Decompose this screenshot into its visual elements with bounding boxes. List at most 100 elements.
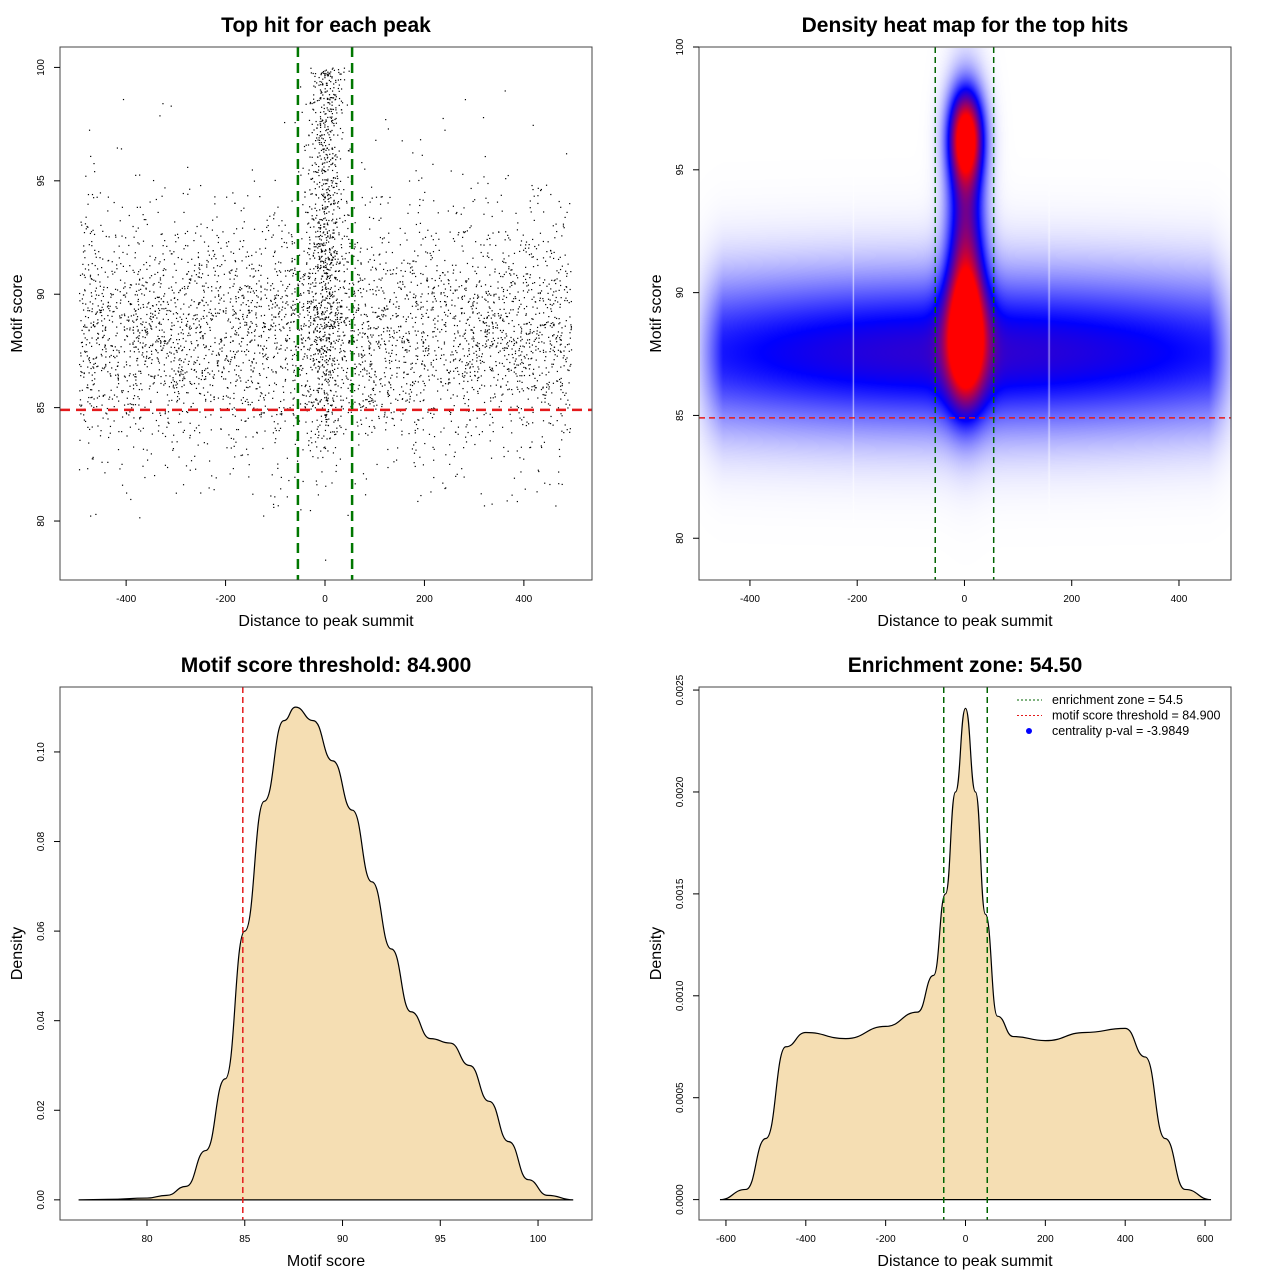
data-point <box>122 265 125 267</box>
data-point <box>243 351 246 353</box>
data-point <box>348 283 351 285</box>
data-point <box>300 174 302 176</box>
data-point <box>249 325 251 328</box>
data-point <box>254 352 256 354</box>
data-point <box>435 244 437 246</box>
data-point <box>78 292 81 295</box>
data-point <box>226 447 228 449</box>
data-point <box>331 182 333 184</box>
data-point <box>229 397 231 399</box>
data-point <box>518 349 520 352</box>
data-point <box>400 288 402 291</box>
data-point <box>114 357 116 359</box>
data-point <box>338 288 340 291</box>
data-point <box>92 324 95 326</box>
data-point <box>274 427 276 429</box>
data-point <box>185 324 187 327</box>
data-point <box>454 367 457 370</box>
data-point <box>325 355 327 357</box>
data-point <box>320 304 322 306</box>
data-point <box>332 327 334 329</box>
data-point <box>260 345 262 347</box>
data-point <box>353 248 355 250</box>
data-point <box>424 350 427 352</box>
data-point <box>353 330 355 332</box>
data-point <box>233 283 235 285</box>
data-point <box>560 413 562 415</box>
data-point <box>135 346 137 348</box>
data-point <box>314 407 317 409</box>
data-point <box>213 396 215 398</box>
data-point <box>233 445 235 447</box>
data-point <box>466 280 468 282</box>
data-point <box>325 189 328 191</box>
data-point <box>321 286 324 288</box>
data-point <box>225 242 228 244</box>
data-point <box>357 281 359 283</box>
data-point <box>560 377 562 380</box>
data-point <box>222 231 224 233</box>
data-point <box>201 285 204 287</box>
data-point <box>314 249 316 252</box>
data-point <box>509 361 511 364</box>
data-point <box>93 383 95 385</box>
data-point <box>323 231 325 233</box>
data-point <box>467 380 469 383</box>
data-point <box>360 409 362 411</box>
data-point <box>558 378 561 381</box>
data-point <box>292 364 294 366</box>
data-point <box>324 334 326 336</box>
data-point <box>277 505 279 507</box>
data-point <box>86 326 88 328</box>
data-point <box>138 370 140 372</box>
data-point <box>245 304 247 306</box>
data-point <box>278 307 280 309</box>
data-point <box>271 415 273 417</box>
data-point <box>526 323 528 325</box>
data-point <box>189 437 191 439</box>
data-point <box>273 382 276 384</box>
data-point <box>152 284 154 286</box>
data-point <box>464 337 466 340</box>
data-point <box>266 339 268 342</box>
data-point <box>525 273 527 275</box>
data-point <box>548 388 550 390</box>
data-point <box>218 370 220 372</box>
data-point <box>462 236 464 239</box>
data-point <box>327 275 329 277</box>
data-point <box>382 290 384 292</box>
data-point <box>211 290 213 292</box>
data-point <box>144 336 146 339</box>
data-point <box>315 231 317 233</box>
data-point <box>524 247 527 249</box>
data-point <box>325 69 328 71</box>
data-point <box>321 407 324 409</box>
data-point <box>160 323 162 325</box>
data-point <box>403 340 405 342</box>
data-point <box>466 340 468 342</box>
data-point <box>83 232 86 234</box>
data-point <box>245 381 247 383</box>
data-point <box>176 386 178 389</box>
data-point <box>489 307 491 309</box>
data-point <box>319 330 321 333</box>
data-point <box>89 428 91 431</box>
data-point <box>305 384 307 387</box>
data-point <box>472 302 474 304</box>
data-point <box>179 364 181 366</box>
data-point <box>318 257 321 259</box>
data-point <box>464 280 467 282</box>
data-point <box>392 389 395 391</box>
data-point <box>513 342 516 345</box>
data-point <box>362 288 365 290</box>
data-point <box>376 316 378 318</box>
data-point <box>329 325 331 328</box>
data-point <box>422 315 424 317</box>
data-point <box>257 296 259 298</box>
data-point <box>314 73 317 75</box>
data-point <box>241 260 243 262</box>
data-point <box>96 366 98 368</box>
data-point <box>291 358 293 360</box>
data-point <box>323 404 325 407</box>
data-point <box>543 211 545 213</box>
